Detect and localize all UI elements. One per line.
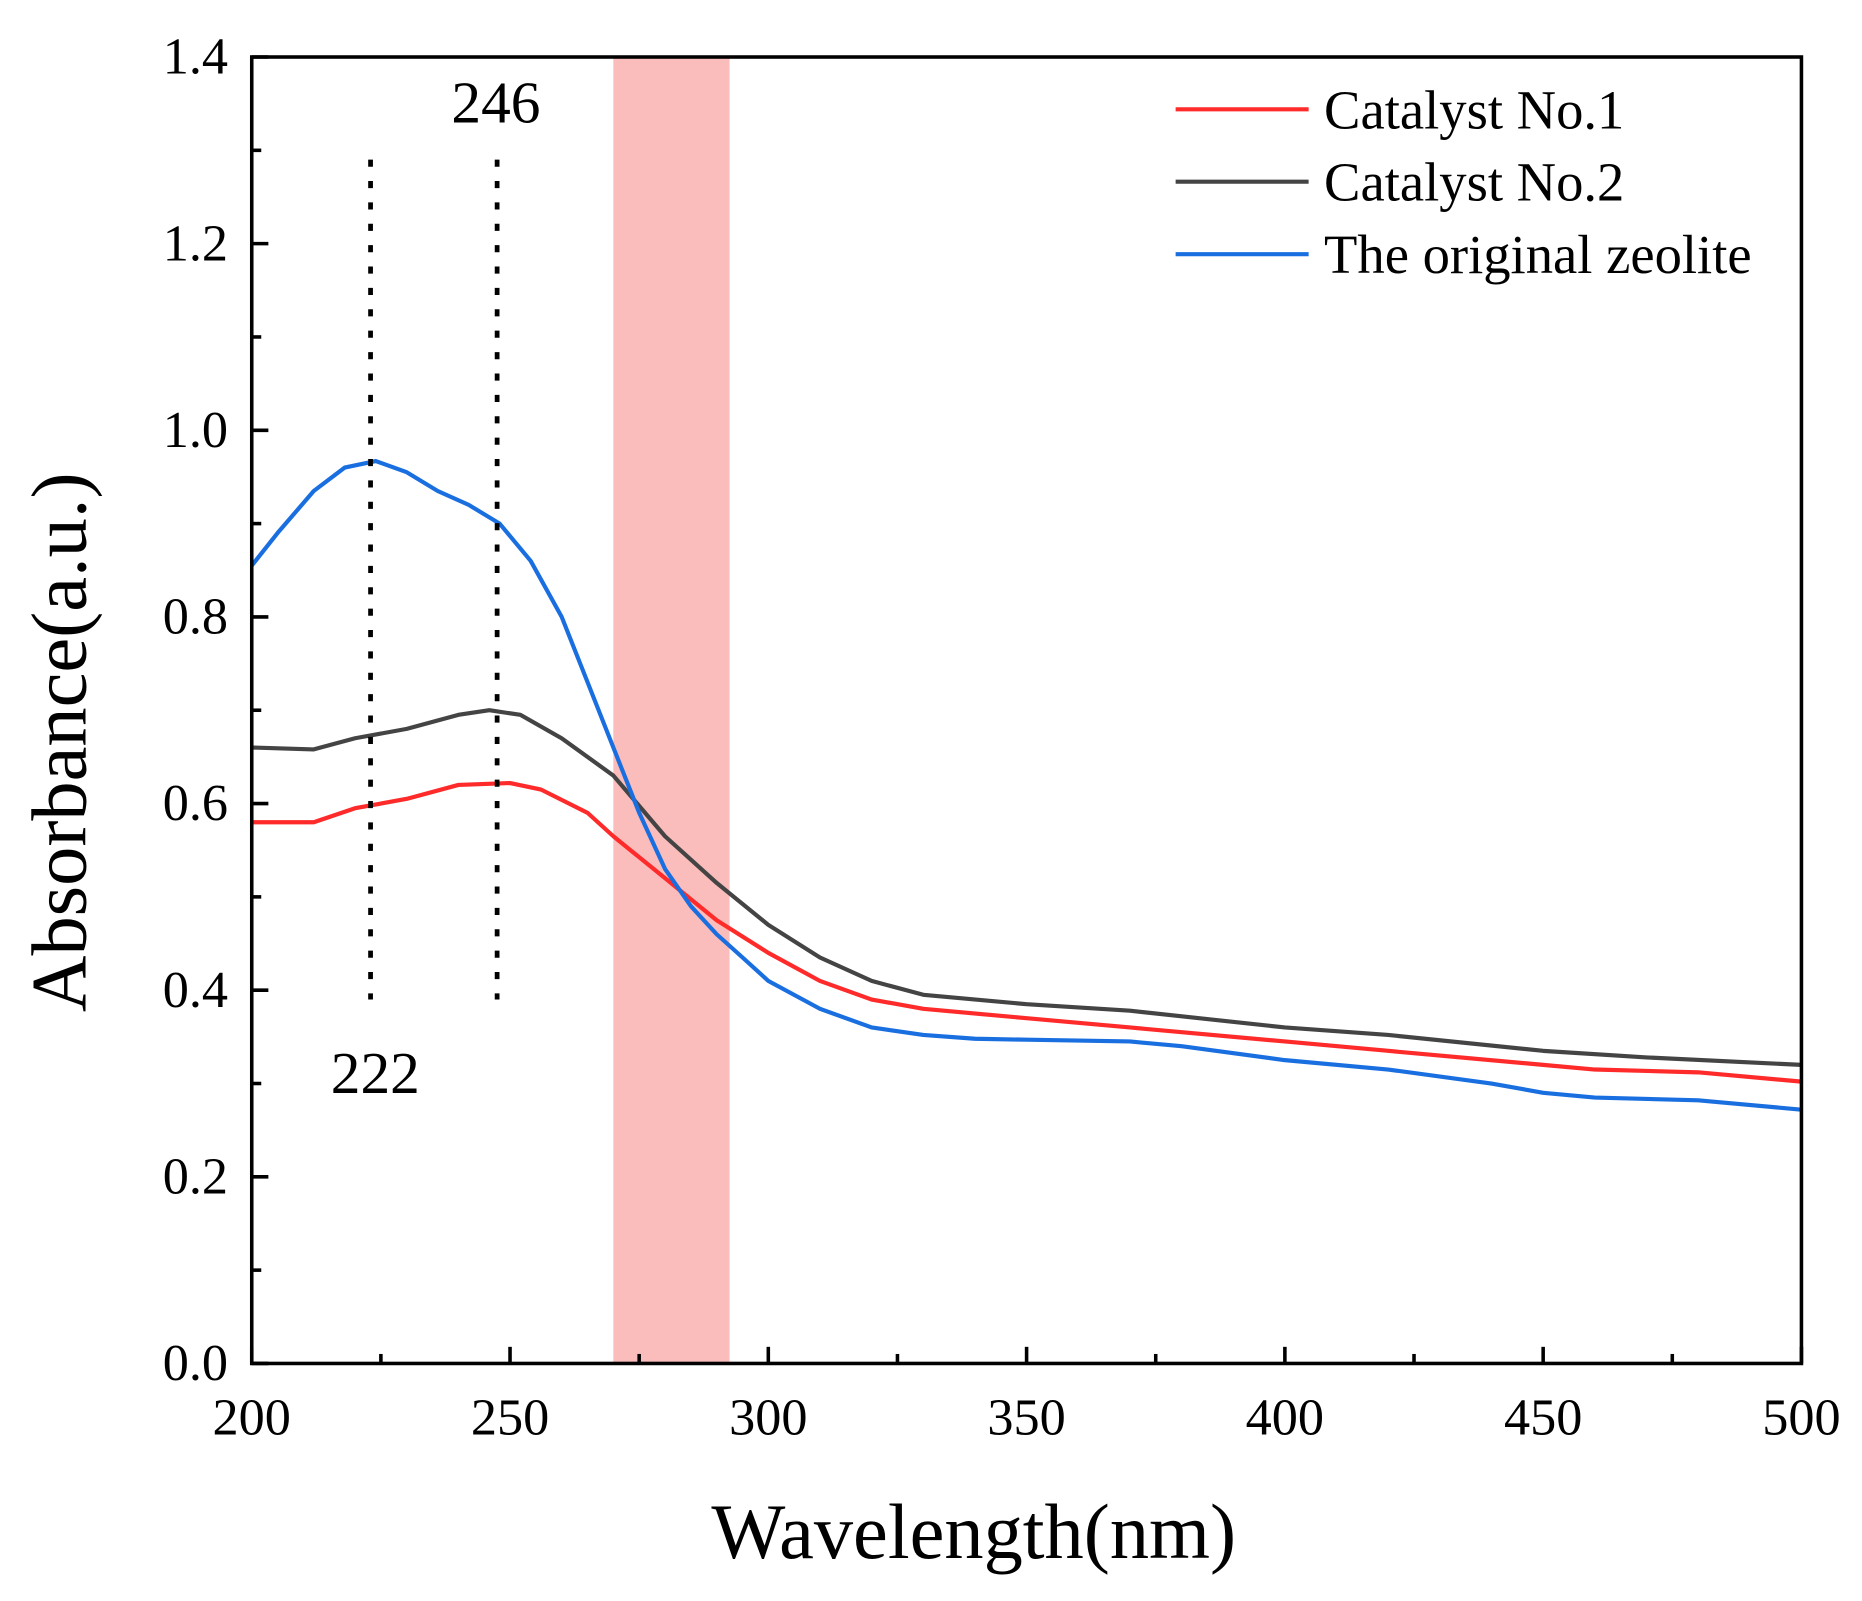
y-tick-label: 1.4 xyxy=(163,28,228,86)
x-tick-label: 400 xyxy=(1246,1389,1324,1447)
y-tick-label: 0.6 xyxy=(163,774,228,832)
series-line-1 xyxy=(251,780,1802,1084)
series-line-3 xyxy=(250,458,1802,1112)
x-tick-label: 300 xyxy=(729,1389,807,1447)
highlight-band xyxy=(613,57,730,1364)
x-tick-label: 250 xyxy=(471,1389,549,1447)
y-tick-label: 0.8 xyxy=(163,588,228,646)
peak-label: 222 xyxy=(331,1040,420,1106)
y-tick-label: 1.2 xyxy=(163,214,228,272)
legend-label: Catalyst No.2 xyxy=(1324,152,1624,213)
y-tick-label: 0.0 xyxy=(163,1334,228,1392)
y-tick-label: 1.0 xyxy=(163,401,228,459)
x-tick-label: 500 xyxy=(1762,1389,1840,1447)
x-tick-label: 450 xyxy=(1504,1389,1582,1447)
y-tick-label: 0.4 xyxy=(163,961,228,1019)
peak-label: 246 xyxy=(451,69,540,135)
y-tick-label: 0.2 xyxy=(163,1147,228,1205)
series-line-2 xyxy=(251,708,1802,1067)
y-axis-label: Absorbance(a.u.) xyxy=(16,472,103,1012)
x-axis-label: Wavelength(nm) xyxy=(711,1488,1236,1575)
x-tick-label: 350 xyxy=(987,1389,1065,1447)
legend-label: Catalyst No.1 xyxy=(1324,79,1624,140)
legend-label: The original zeolite xyxy=(1324,224,1752,285)
x-tick-label: 200 xyxy=(213,1389,291,1447)
